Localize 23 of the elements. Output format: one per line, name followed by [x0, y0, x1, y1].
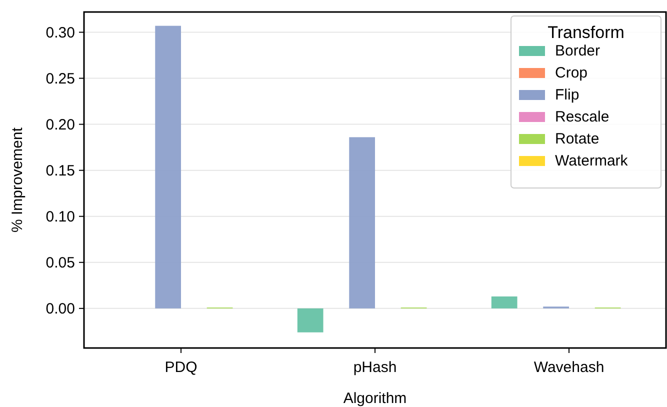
y-tick-label: 0.20: [46, 116, 75, 134]
y-tick-label: 0.30: [46, 24, 75, 42]
legend-label: Crop: [555, 64, 588, 82]
legend-label: Rotate: [555, 130, 600, 148]
y-tick-label: 0.05: [46, 254, 75, 272]
y-tick-label: 0.15: [46, 162, 75, 180]
x-tick-label: PDQ: [164, 359, 198, 376]
y-tick-label: 0.00: [46, 300, 75, 318]
x-tick-label: pHash: [353, 359, 397, 376]
x-axis-title: Algorithm: [343, 390, 407, 407]
bar: [491, 296, 518, 308]
y-tick-label: 0.25: [46, 70, 75, 88]
bar: [297, 308, 324, 332]
legend-title: Transform: [548, 23, 624, 42]
legend-label: Rescale: [555, 108, 610, 126]
legend-label: Border: [555, 42, 600, 60]
y-tick-label: 0.10: [46, 208, 75, 226]
x-tick-label: Wavehash: [534, 359, 604, 376]
y-axis-title: % Improvement: [9, 126, 26, 233]
bar: [155, 26, 181, 308]
legend-label: Watermark: [555, 152, 628, 170]
legend-label: Flip: [555, 86, 580, 104]
bar: [349, 137, 375, 308]
